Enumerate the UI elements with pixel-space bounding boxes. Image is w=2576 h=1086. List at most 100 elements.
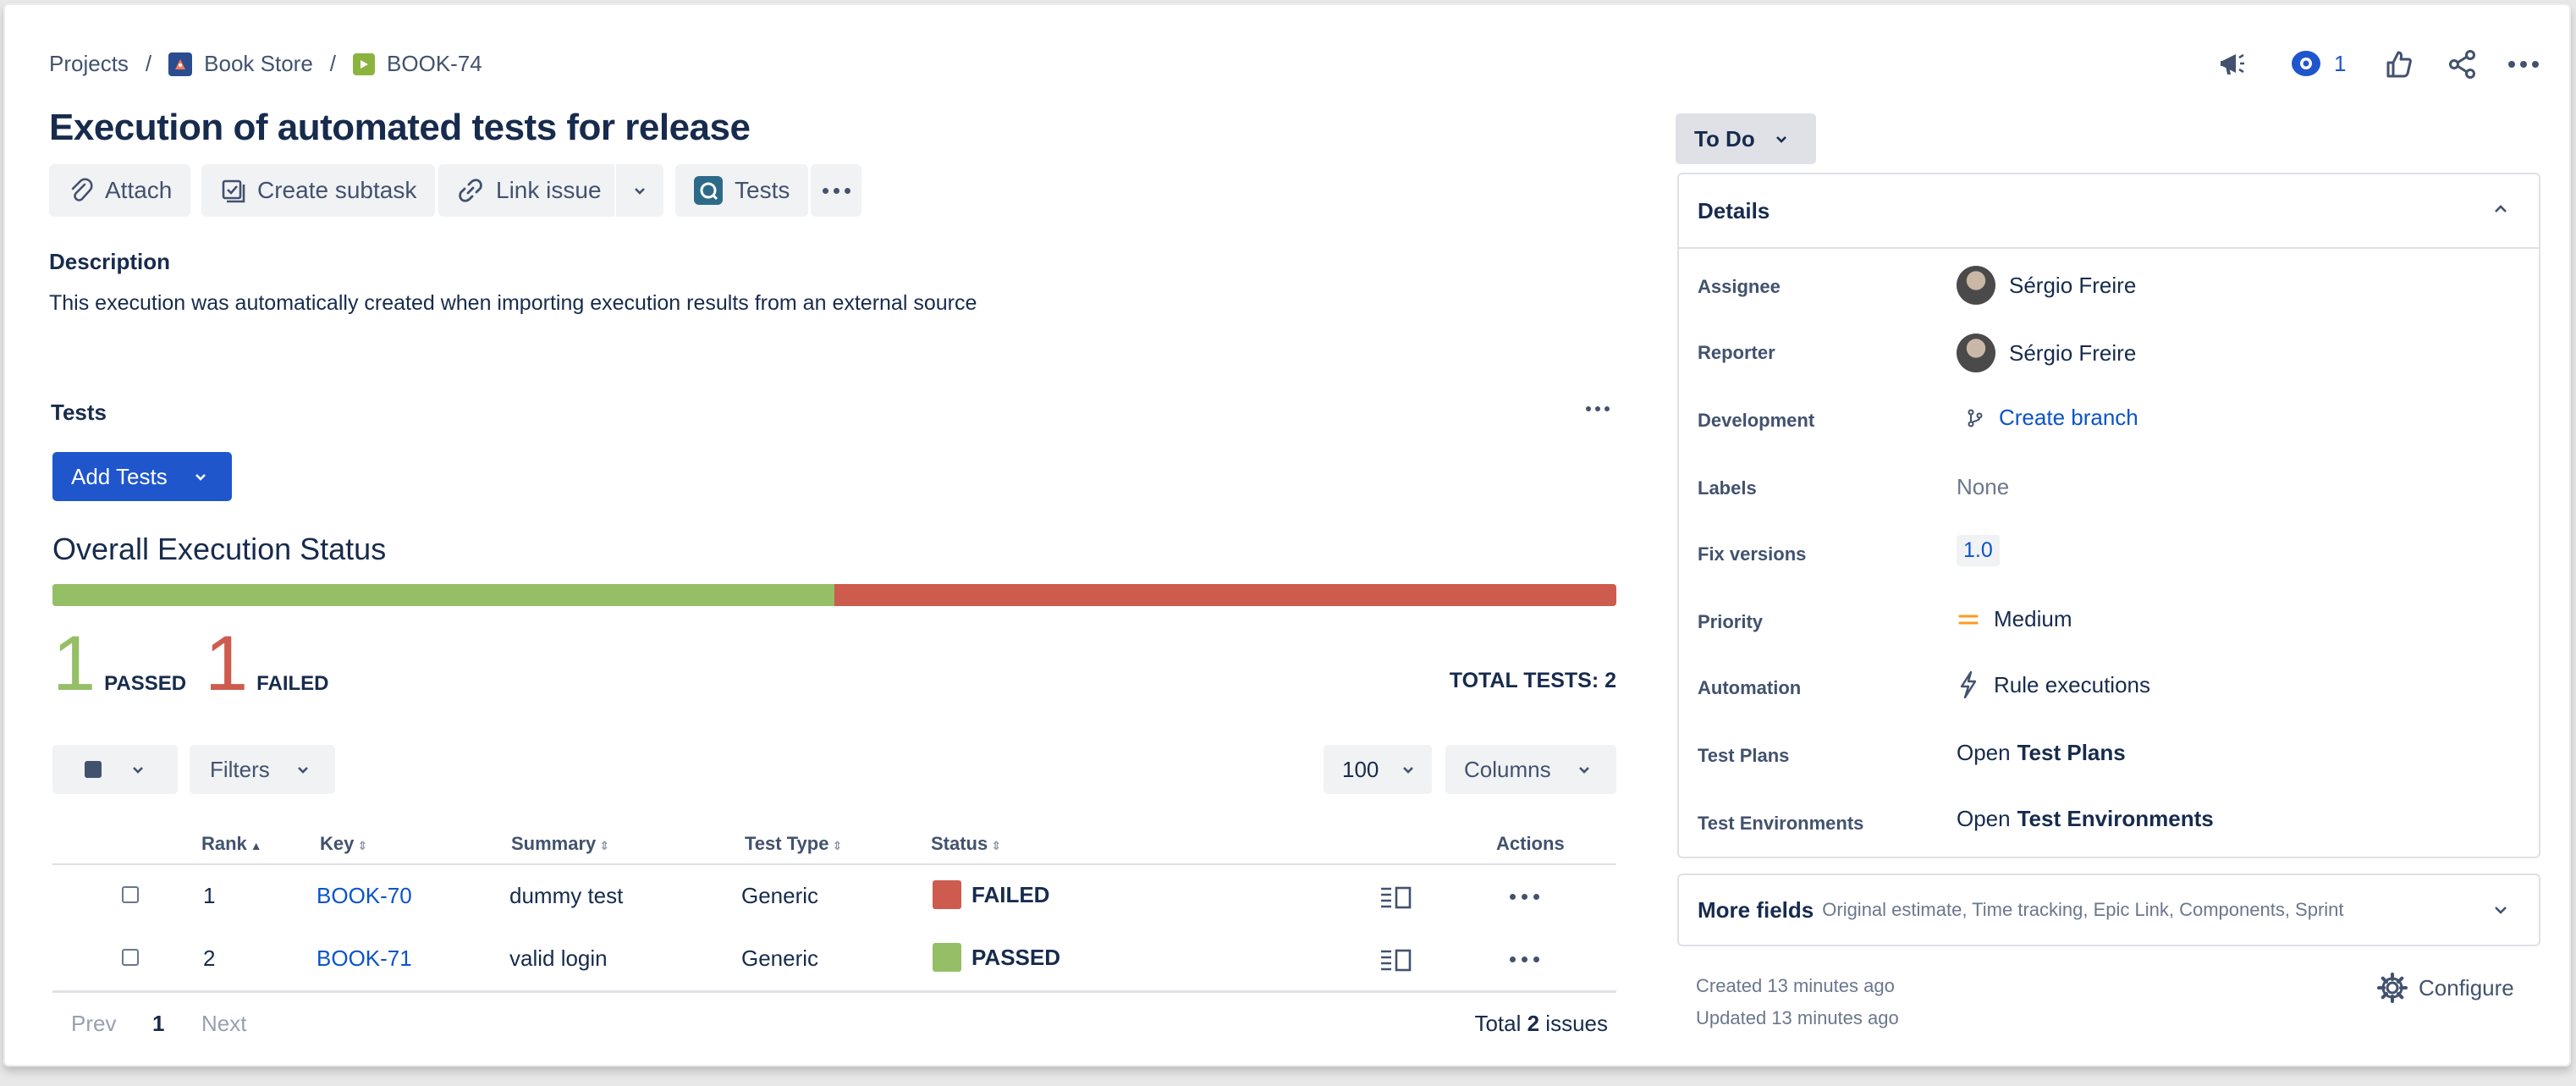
eye-icon (2290, 47, 2322, 80)
pagination-next[interactable]: Next (201, 1011, 247, 1036)
add-tests-button[interactable]: Add Tests (52, 452, 232, 501)
create-branch-link[interactable]: Create branch (1965, 405, 2138, 431)
create-subtask-label: Create subtask (257, 177, 417, 203)
priority-name: Medium (1994, 606, 2072, 631)
tests-more-icon[interactable] (1586, 406, 1610, 411)
test-plans-label: Test Plans (1698, 745, 1790, 766)
link-issue-label: Link issue (496, 177, 602, 203)
create-subtask-button[interactable]: Create subtask (201, 164, 436, 217)
share-icon[interactable] (2447, 49, 2478, 80)
chevron-down-icon[interactable] (2491, 901, 2510, 923)
row-more-icon[interactable] (1510, 956, 1539, 962)
test-environments-value[interactable]: Open Test Environments (1957, 806, 2214, 831)
link-issue-dropdown[interactable] (614, 164, 663, 217)
chevron-down-icon (295, 762, 311, 777)
status-label: PASSED (972, 944, 1060, 970)
status-transition-button[interactable]: To Do (1676, 113, 1816, 164)
checkbox-square-icon (85, 761, 102, 778)
column-header-rank[interactable]: Rank ▲ (201, 833, 262, 854)
subtask-icon (220, 178, 245, 203)
paperclip-icon (68, 178, 93, 203)
reporter-label: Reporter (1698, 342, 1775, 363)
execution-details-icon[interactable] (1379, 885, 1412, 913)
link-icon (457, 177, 484, 204)
breadcrumb-projects[interactable]: Projects (49, 51, 129, 76)
configure-label: Configure (2419, 974, 2514, 1001)
tests-label: Tests (735, 177, 790, 203)
details-heading[interactable]: Details (1698, 198, 1770, 223)
bulk-select-dropdown[interactable] (52, 745, 178, 794)
issue-page: Projects / Book Store / BOOK-74 1 Execut… (3, 3, 2571, 1067)
chevron-down-icon (631, 182, 648, 199)
row-rank: 1 (203, 883, 216, 908)
reporter-value[interactable]: Sérgio Freire (1957, 334, 2136, 372)
pagination-total: Total 2 issues (1474, 1011, 1608, 1036)
failed-summary: 1 FAILED (205, 625, 329, 703)
assignee-value[interactable]: Sérgio Freire (1957, 266, 2136, 305)
row-key-link[interactable]: BOOK-71 (316, 945, 412, 971)
rule-executions-link[interactable]: Rule executions (1957, 670, 2150, 699)
fix-version-tag[interactable]: 1.0 (1957, 535, 2000, 566)
lightning-icon (1957, 670, 1980, 699)
more-fields-panel[interactable]: More fields Original estimate, Time trac… (1677, 874, 2540, 946)
row-checkbox[interactable] (122, 886, 139, 903)
filters-label: Filters (210, 756, 270, 782)
priority-value[interactable]: Medium (1957, 606, 2072, 632)
more-fields-label: More fields (1698, 896, 1814, 923)
link-issue-button[interactable]: Link issue (438, 164, 620, 217)
pagination-prev[interactable]: Prev (71, 1011, 117, 1036)
filters-button[interactable]: Filters (190, 745, 335, 794)
execution-progress-bar (52, 584, 1616, 606)
description-text[interactable]: This execution was automatically created… (49, 291, 977, 315)
watch-button[interactable]: 1 (2290, 47, 2346, 80)
column-header-status[interactable]: Status ⇕ (931, 833, 1001, 854)
columns-button[interactable]: Columns (1445, 745, 1616, 794)
row-summary: dummy test (509, 883, 624, 908)
breadcrumb-separator: / (329, 51, 337, 76)
more-actions-icon[interactable] (2508, 54, 2542, 74)
attach-button[interactable]: Attach (49, 164, 191, 217)
status-swatch (933, 943, 961, 972)
status-swatch (933, 880, 961, 909)
like-icon[interactable] (2383, 49, 2414, 80)
row-checkbox[interactable] (122, 949, 139, 966)
breadcrumb-book-store[interactable]: Book Store (204, 51, 313, 76)
feedback-icon[interactable] (2215, 47, 2249, 81)
chevron-down-icon (193, 469, 208, 484)
labels-value[interactable]: None (1957, 474, 2010, 499)
automation-label: Automation (1698, 677, 1802, 698)
issue-title[interactable]: Execution of automated tests for release (49, 107, 751, 148)
avatar (1957, 266, 1995, 305)
column-header-key[interactable]: Key ⇕ (320, 833, 368, 854)
page-size-value: 100 (1342, 756, 1379, 782)
avatar (1957, 334, 1995, 372)
row-key-link[interactable]: BOOK-70 (316, 883, 412, 908)
test-plans-value[interactable]: Open Test Plans (1957, 740, 2126, 765)
row-more-icon[interactable] (1510, 894, 1539, 900)
chevron-up-icon[interactable] (2491, 200, 2510, 223)
details-divider (1679, 247, 2539, 249)
test-environments-label: Test Environments (1698, 813, 1864, 834)
breadcrumb-issue-key[interactable]: BOOK-74 (387, 51, 482, 76)
page-size-select[interactable]: 100 (1324, 745, 1432, 794)
pagination-current[interactable]: 1 (152, 1011, 165, 1036)
tests-button[interactable]: Tests (675, 164, 809, 217)
xray-icon (694, 176, 723, 205)
tests-heading: Tests (51, 400, 107, 425)
row-test-type: Generic (741, 945, 819, 971)
execution-details-icon[interactable] (1379, 948, 1412, 976)
fix-version-value: 1.0 (1957, 535, 2000, 566)
passed-count: 1 (52, 620, 96, 707)
failed-label: FAILED (256, 672, 329, 695)
configure-button[interactable]: Configure (2376, 972, 2514, 1004)
row-status: PASSED (933, 943, 1060, 972)
labels-label: Labels (1698, 477, 1757, 499)
breadcrumb: Projects / Book Store / BOOK-74 (49, 51, 482, 77)
rule-executions-label: Rule executions (1994, 671, 2150, 697)
more-toolbar-button[interactable] (811, 164, 861, 217)
column-header-summary[interactable]: Summary ⇕ (511, 833, 610, 854)
column-header-test-type[interactable]: Test Type ⇕ (745, 833, 843, 854)
row-summary: valid login (509, 945, 608, 971)
column-header-actions: Actions (1496, 833, 1565, 854)
chevron-down-icon (1577, 762, 1592, 777)
